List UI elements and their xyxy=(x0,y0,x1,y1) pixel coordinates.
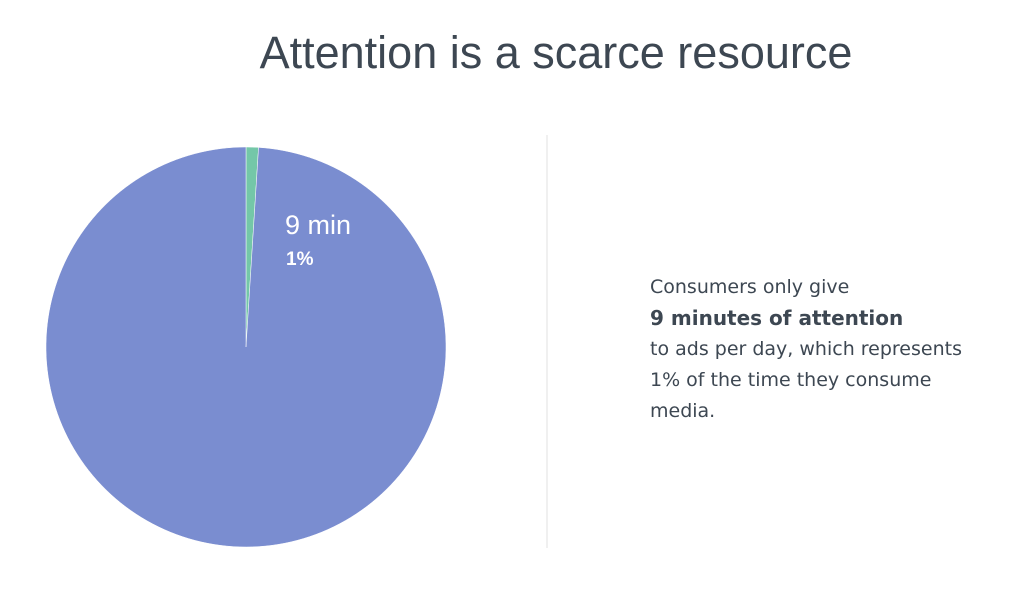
rest: to ads per day, which represents 1% of t… xyxy=(650,338,962,422)
value-label: 1% xyxy=(286,249,314,270)
highlight: 9 minutes of attention xyxy=(650,306,904,330)
side-text: Consumers only give 9 minutes of attenti… xyxy=(650,272,980,427)
pie-slice xyxy=(45,146,447,548)
chart-title: Attention is a scarce resource xyxy=(260,27,853,78)
slice-label: 9 min xyxy=(285,210,351,240)
pie xyxy=(45,146,447,548)
intro: Consumers only give xyxy=(650,276,850,298)
